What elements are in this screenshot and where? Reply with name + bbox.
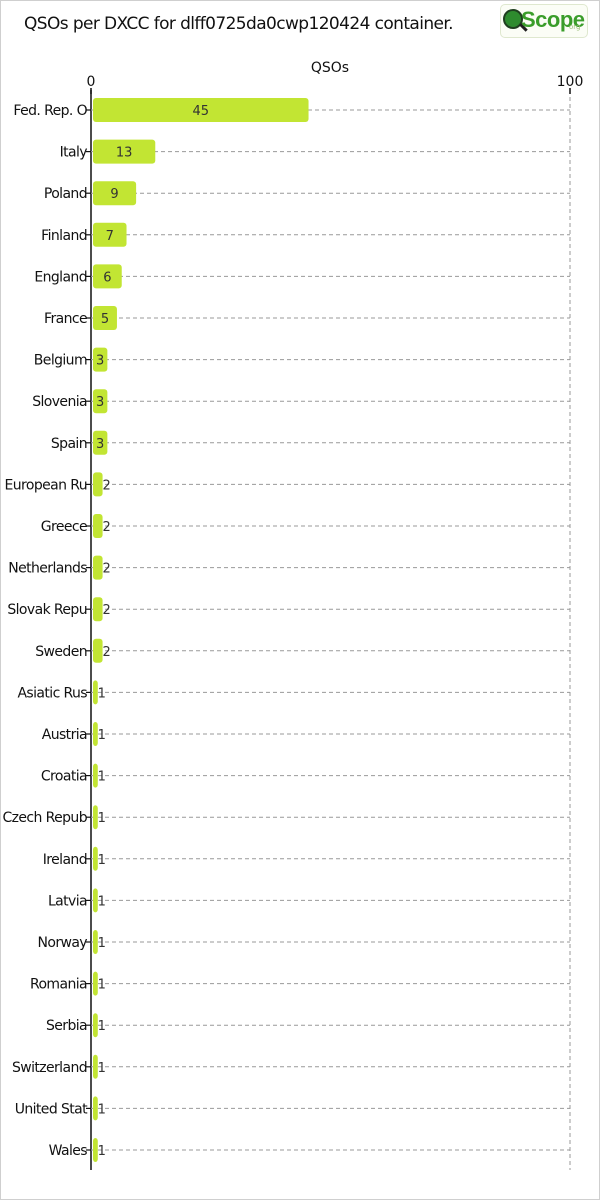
category-label: Greece [41, 519, 87, 535]
bar-spain [93, 430, 108, 455]
bar-value-label: 1 [98, 811, 106, 826]
bar-value-label: 1 [98, 1102, 106, 1117]
bar-slovak-repu [93, 597, 103, 622]
category-label: European Ru [4, 477, 87, 493]
bar-belgium [93, 347, 108, 372]
bar-serbia [93, 1013, 98, 1038]
bar-value-label: 1 [98, 728, 106, 743]
bar-netherlands [93, 555, 103, 580]
bar-asiatic-rus [93, 680, 98, 705]
bar-croatia [93, 763, 98, 788]
bar-value-label: 1 [98, 1144, 106, 1159]
bar-value-label: 1 [98, 853, 106, 868]
bar-value-label: 1 [98, 978, 106, 993]
category-label: Slovak Repu [7, 602, 87, 618]
bar-value-label: 3 [96, 437, 104, 452]
bar-poland [93, 181, 137, 206]
bar-value-label: 13 [116, 146, 133, 161]
bar-value-label: 1 [98, 894, 106, 909]
bar-latvia [93, 888, 98, 913]
magnifier-icon [503, 9, 523, 29]
category-label: Asiatic Rus [17, 685, 87, 701]
bar-value-label: 2 [102, 645, 110, 660]
category-label: Romania [30, 977, 87, 993]
category-label: Slovenia [32, 394, 87, 410]
bar-layer [93, 98, 309, 1162]
bar-value-label: 6 [103, 270, 111, 285]
bar-sweden [93, 638, 103, 663]
category-label: Croatia [41, 769, 87, 785]
bar-value-label: 5 [101, 312, 109, 327]
category-label: Switzerland [12, 1060, 87, 1076]
chart-title: QSOs per DXCC for dlff0725da0cwp120424 c… [24, 14, 454, 34]
category-label: Sweden [35, 644, 87, 660]
bar-value-label: 1 [98, 1019, 106, 1034]
category-label: Austria [42, 727, 87, 743]
category-label: United Stat [15, 1101, 88, 1117]
bar-value-label: 3 [96, 395, 104, 410]
category-label: Serbia [46, 1018, 87, 1034]
bar-european-ru [93, 472, 103, 497]
bar-value-label: 2 [102, 478, 110, 493]
bar-value-label: 3 [96, 354, 104, 369]
bar-england [93, 264, 122, 289]
bar-united-stat [93, 1096, 98, 1121]
bar-finland [93, 222, 127, 247]
category-label: Norway [37, 935, 87, 951]
bar-value-label: 1 [98, 770, 106, 785]
bar-value-label: 2 [102, 603, 110, 618]
x-axis-title: QSOs [311, 60, 349, 76]
bar-austria [93, 722, 98, 746]
category-label: Fed. Rep. O [13, 103, 87, 119]
qscope-logo[interactable]: Scope org [500, 4, 588, 38]
x-tick-label-100: 100 [557, 74, 584, 90]
bar-france [93, 306, 117, 330]
category-label: Ireland [43, 852, 87, 868]
category-label: Finland [41, 228, 87, 244]
bar-value-label: 1 [98, 936, 106, 951]
bar-ireland [93, 846, 98, 871]
category-label: Netherlands [8, 561, 87, 577]
bar-slovenia [93, 389, 108, 414]
category-label: Italy [60, 145, 88, 161]
bar-norway [93, 930, 98, 954]
bar-value-label: 9 [110, 187, 118, 202]
logo-sub: org [569, 23, 581, 31]
category-label: Latvia [48, 893, 87, 909]
bar-czech-repub [93, 805, 98, 830]
bar-italy [93, 139, 156, 164]
bar-value-label: 2 [102, 520, 110, 535]
bar-value-label: 2 [102, 562, 110, 577]
category-label: France [44, 311, 87, 327]
category-label: Wales [49, 1143, 88, 1159]
bar-value-label: 45 [193, 104, 210, 119]
bar-wales [93, 1138, 98, 1162]
category-label: Czech Repub [2, 810, 87, 826]
bar-greece [93, 514, 103, 538]
bar-romania [93, 971, 98, 996]
logo-text: Scope [521, 7, 585, 32]
bar-fed-rep-o [93, 98, 309, 122]
category-label: England [34, 269, 87, 285]
category-label: Poland [44, 186, 87, 202]
bar-value-label: 7 [106, 229, 114, 244]
grid-layer [86, 88, 571, 1170]
bar-value-label: 1 [98, 1061, 106, 1076]
bar-value-label: 1 [98, 686, 106, 701]
x-tick-label-0: 0 [87, 74, 96, 90]
bar-switzerland [93, 1054, 98, 1079]
category-label: Spain [51, 436, 87, 452]
category-label: Belgium [34, 353, 87, 369]
